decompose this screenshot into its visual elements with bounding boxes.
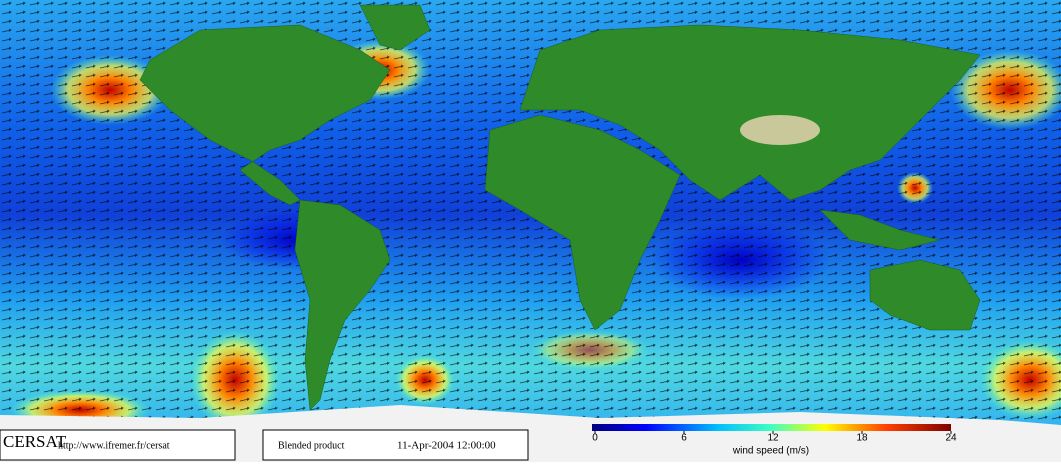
url: http://www.ifremer.fr/cersat <box>58 440 170 451</box>
colorbar-tick-label: 24 <box>945 433 957 444</box>
land <box>0 4 1061 462</box>
colorbar-ticks: 0 6 12 18 24 <box>592 431 957 444</box>
colorbar <box>592 424 951 431</box>
colorbar-tick-label: 6 <box>681 433 687 444</box>
colorbar-tick-label: 18 <box>856 433 868 444</box>
colorbar-tick-label: 0 <box>592 433 598 444</box>
legend-label: wind speed (m/s) <box>732 446 809 457</box>
product-box <box>262 429 529 461</box>
brand-box <box>0 429 236 461</box>
product: Blended product <box>278 440 345 451</box>
brand: CERSAT <box>3 432 67 451</box>
date: 11-Apr-2004 12:00:00 <box>397 440 496 452</box>
colorbar-tick-label: 12 <box>767 433 779 444</box>
footer: CERSAT http://www.ifremer.fr/cersat Blen… <box>0 424 957 461</box>
